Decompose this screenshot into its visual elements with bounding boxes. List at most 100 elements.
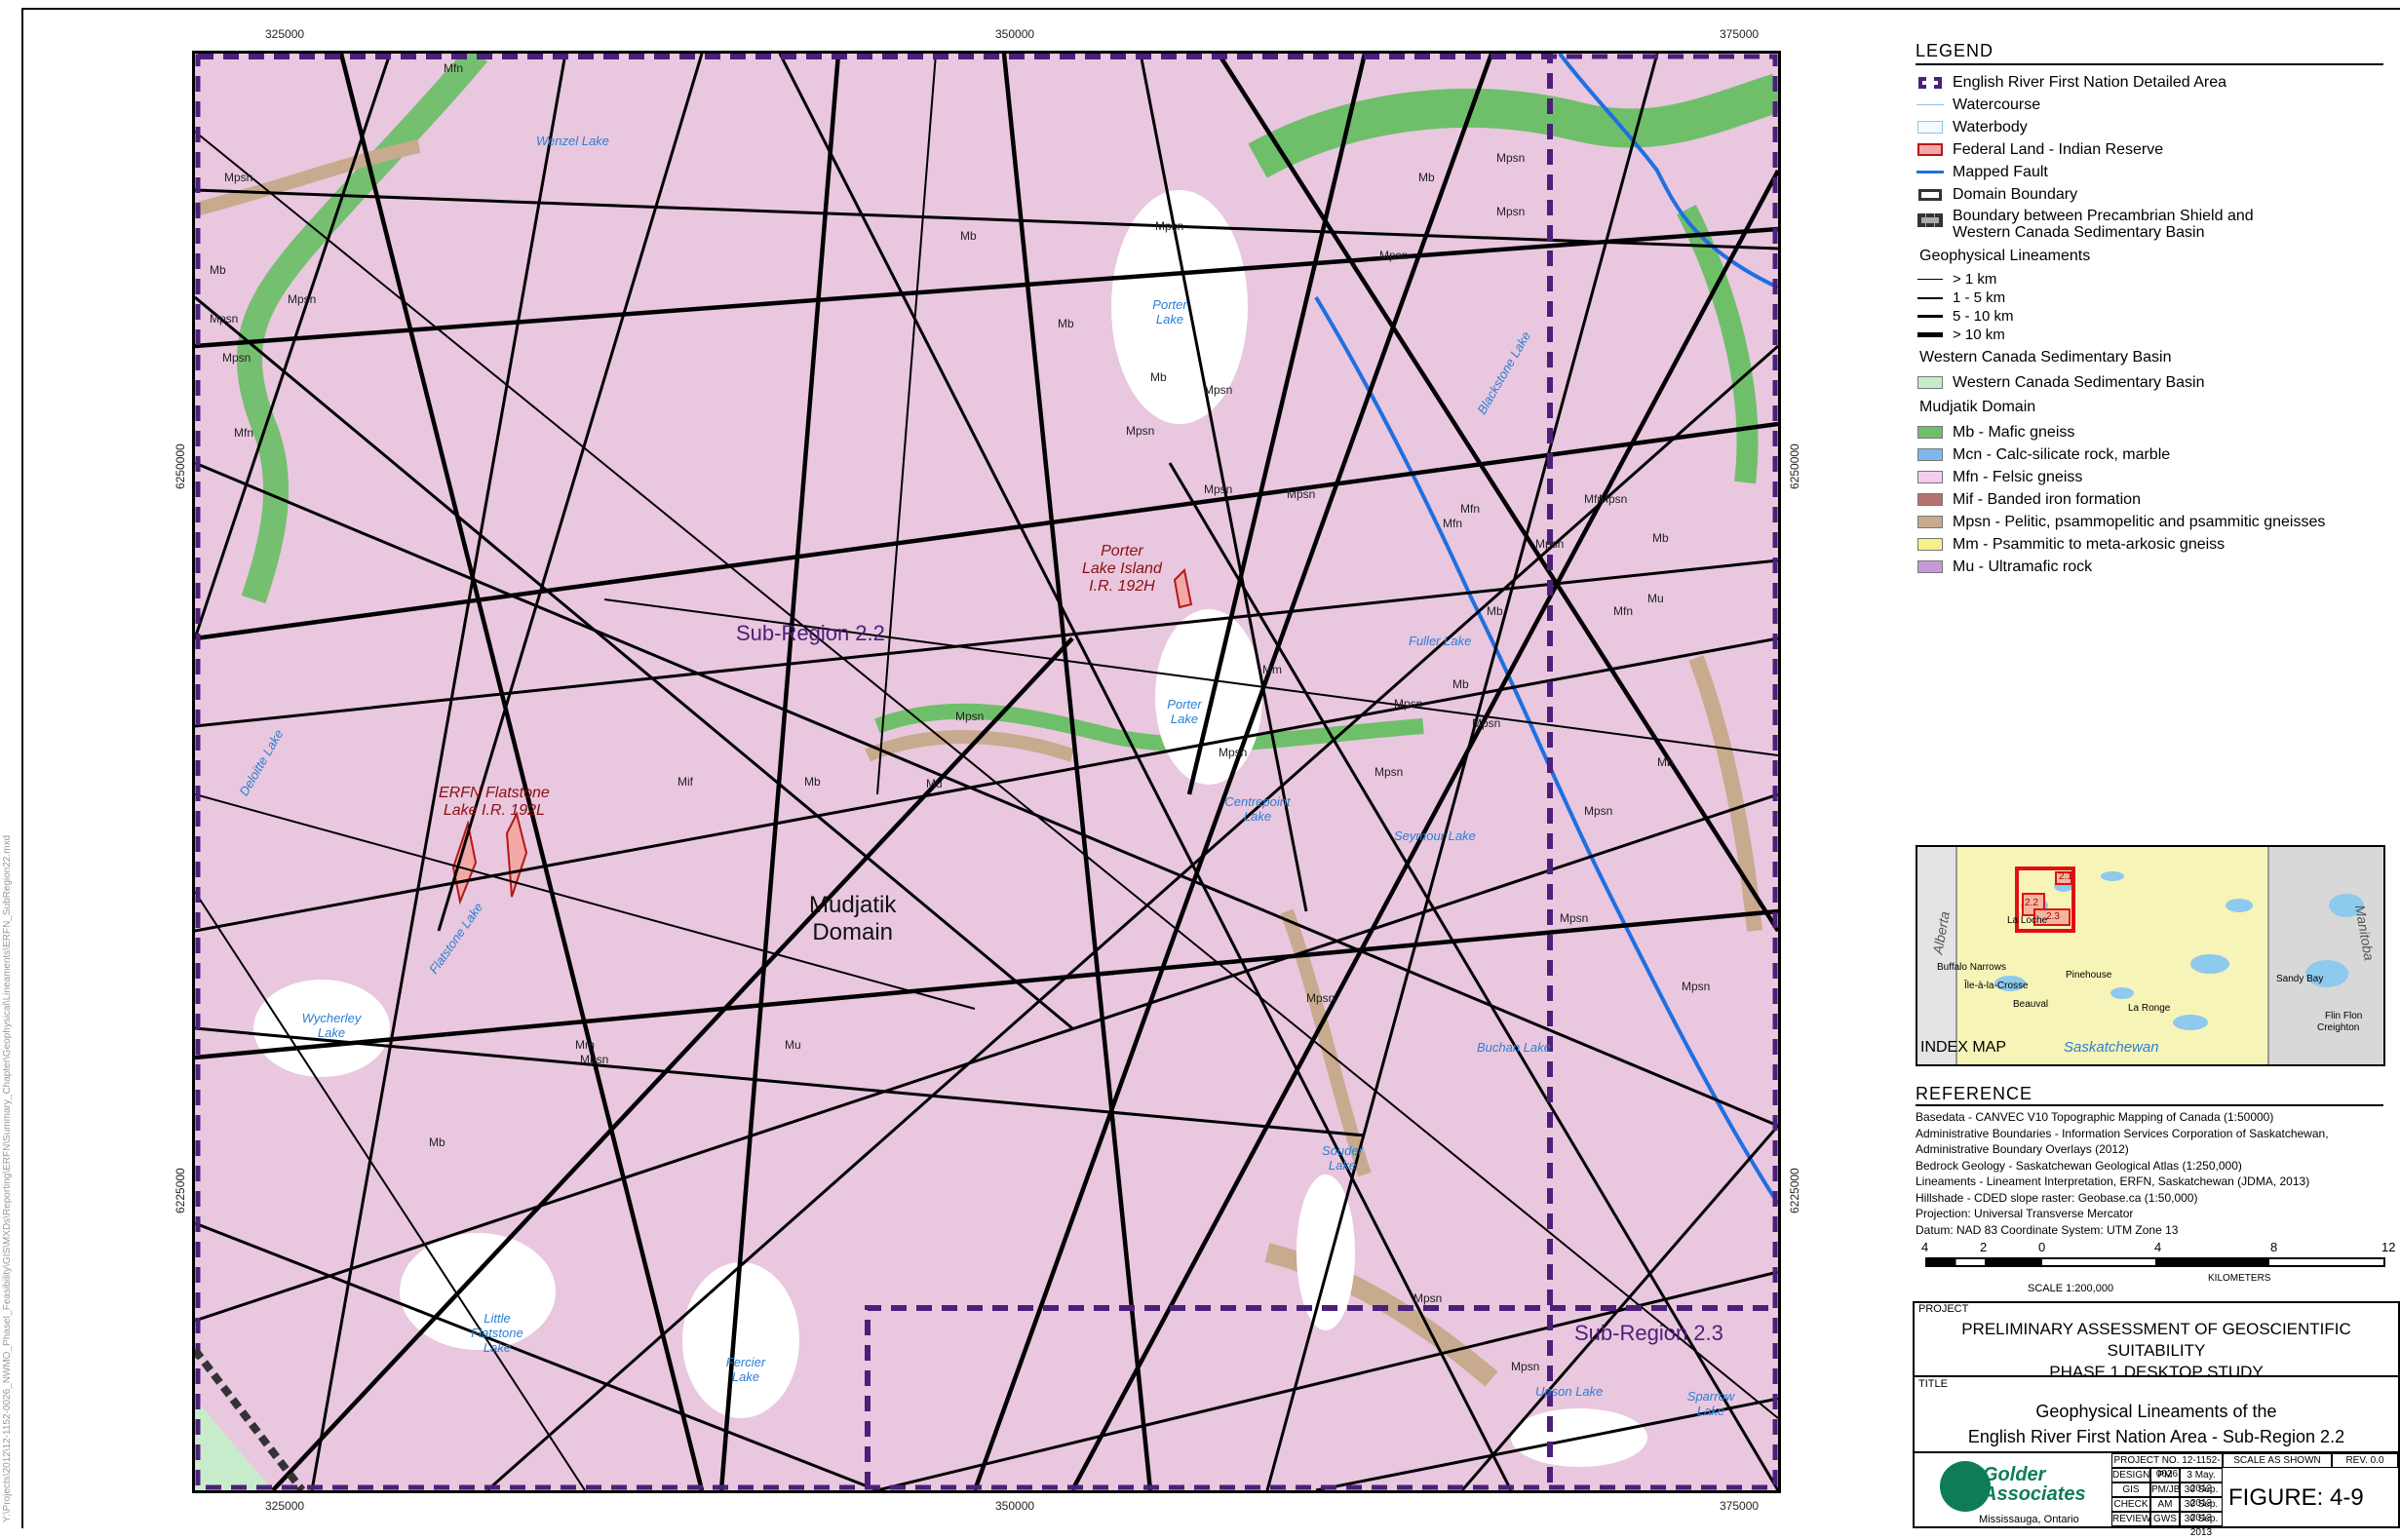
legend-label-watercourse: Watercourse xyxy=(1953,96,2041,113)
revision-label: REV. 0.0 xyxy=(2332,1453,2398,1468)
lineament-legend-list: > 1 km 1 - 5 km 5 - 10 km > 10 km xyxy=(1916,270,2393,344)
label-porter-ir-line2: Lake Island xyxy=(1082,560,1162,577)
legend-label-fault: Mapped Fault xyxy=(1953,163,2048,180)
lineament-line xyxy=(1217,54,1778,933)
pelitic-band-southcentral xyxy=(1280,908,1372,1177)
company-name-line2: Associates xyxy=(1983,1483,2086,1505)
lineament-line xyxy=(195,226,1778,349)
index-box-label-2-3: 2.3 xyxy=(2046,911,2060,922)
reference-title: REFERENCE xyxy=(1916,1084,2383,1106)
lake-label-buchan: Buchan Lake xyxy=(1477,1040,1551,1055)
label-flatstone-ir-line1: ERFN Flatstone xyxy=(439,785,550,801)
coord-left-6225000: 6225000 xyxy=(174,1168,187,1213)
figure-number: FIGURE: 4-9 xyxy=(2228,1484,2364,1511)
frame-top-line xyxy=(21,8,2400,10)
unit-swatch xyxy=(1916,493,1945,507)
geology-unit-label: Mpsn xyxy=(1560,911,1589,925)
unit-swatch xyxy=(1916,426,1945,440)
legend-item-unit-1: Mcn - Calc-silicate rock, marble xyxy=(1916,443,2393,466)
lineament-line xyxy=(437,54,704,932)
legend-heading-lineaments: Geophysical Lineaments xyxy=(1919,248,2091,264)
wcsb-swatch-holder xyxy=(1916,376,1945,390)
legend-item-unit-0: Mb - Mafic gneiss xyxy=(1916,421,2393,443)
lineament-line xyxy=(603,598,1778,756)
approval-date: 30 Sep. 2013 xyxy=(2180,1482,2223,1509)
legend-label-shield-boundary-1: Boundary between Precambrian Shield and xyxy=(1953,208,2254,224)
index-place-ile-a-la-crosse: Île-à-la-Crosse xyxy=(1964,981,2029,991)
lake-label-porter-south: Porter Lake xyxy=(1167,697,1202,726)
geology-unit-label: Mb xyxy=(1452,677,1469,691)
waterbody-souder-lake xyxy=(1297,1174,1355,1330)
index-box-2-1 xyxy=(2055,871,2072,885)
label-flatstone-ir: ERFN Flatstone Lake I.R. 192L xyxy=(439,785,550,820)
geology-unit-label: Mb xyxy=(804,775,821,789)
index-place-la-ronge: La Ronge xyxy=(2128,1003,2171,1014)
lineament-label: 5 - 10 km xyxy=(1953,308,2014,325)
legend-item-shield-boundary: Boundary between Precambrian Shield and … xyxy=(1916,206,2393,243)
watercourse-symbol xyxy=(1916,98,1945,112)
legend-heading-mudjatik: Mudjatik Domain xyxy=(1919,399,2036,415)
geology-unit-label: Mpsn xyxy=(1379,249,1409,262)
legend-item-wcsb: Western Canada Sedimentary Basin xyxy=(1916,371,2393,394)
reference-line-7: Projection: Universal Transverse Mercato… xyxy=(1916,1207,2134,1220)
legend-heading-wcsb: Western Canada Sedimentary Basin xyxy=(1919,349,2172,366)
company-name-line1: Golder xyxy=(1983,1464,2046,1485)
figure-title-line1: Geophysical Lineaments of the xyxy=(2035,1402,2277,1421)
geology-unit-label: Mif xyxy=(677,775,693,789)
geology-unit-label: Mfn xyxy=(1584,492,1605,506)
project-number: PROJECT NO. 12-1152-0026 xyxy=(2111,1453,2223,1480)
coord-right-6250000: 6250000 xyxy=(1788,443,1801,489)
geology-unit-label: Mpsn xyxy=(1584,804,1613,818)
geology-unit-label: Mpsn xyxy=(288,292,317,306)
legend-panel: LEGEND English River First Nation Detail… xyxy=(1916,41,2393,578)
lake-label-wycherley: Wycherley Lake xyxy=(301,1011,362,1040)
geology-unit-legend-list: Mb - Mafic gneiss Mcn - Calc-silicate roc… xyxy=(1916,421,2393,578)
lineament-line xyxy=(1265,54,1659,1490)
lineament-line xyxy=(195,792,1778,1323)
geology-unit-label: Mfn xyxy=(234,426,254,440)
scale-tick-2: 2 xyxy=(1980,1240,1988,1254)
unit-swatch xyxy=(1916,516,1945,529)
wcsb-corner xyxy=(195,1399,273,1490)
legend-title: LEGEND xyxy=(1916,41,2383,65)
legend-item-unit-5: Mm - Psammitic to meta-arkosic gneiss xyxy=(1916,533,2393,556)
label-mudjatik-domain: Mudjatik Domain xyxy=(809,892,896,946)
index-map[interactable]: 2.1 2.2 2.3 La Loche Buffalo Narrows Île… xyxy=(1916,845,2385,1066)
legend-item-reserve: Federal Land - Indian Reserve xyxy=(1916,138,2393,161)
project-caption: PROJECT xyxy=(1918,1303,1969,1315)
lineament-line xyxy=(195,891,586,1490)
shield-boundary xyxy=(195,1347,306,1490)
mafic-band-west xyxy=(236,54,487,604)
unit-swatch xyxy=(1916,560,1945,574)
map-graphics xyxy=(195,54,1778,1490)
unit-label: Mu - Ultramafic rock xyxy=(1953,558,2093,575)
legend-label-wcsb: Western Canada Sedimentary Basin xyxy=(1953,373,2205,391)
waterbody-little-flatstone xyxy=(400,1233,556,1350)
approval-role: CHECK xyxy=(2111,1497,2150,1512)
geology-map[interactable]: Sub-Region 2.2 Sub-Region 2.3 Mudjatik D… xyxy=(192,51,1781,1493)
index-extent-box xyxy=(2015,866,2075,933)
approval-initials: PM xyxy=(2150,1468,2180,1482)
reference-line-6: Hillshade - CDED slope raster: Geobase.c… xyxy=(1916,1190,2198,1205)
frame-left-line xyxy=(21,8,23,1528)
lineament-symbol xyxy=(1916,310,1945,324)
wcsb-swatch xyxy=(1917,376,1943,389)
lake-label-souder: Souder Lake xyxy=(1322,1143,1363,1173)
unit-swatch xyxy=(1916,448,1945,462)
pelitic-band-central xyxy=(865,730,1075,762)
lake-label-little-flatstone: Little Flatstone Lake xyxy=(471,1311,523,1355)
figure-title: Geophysical Lineaments of the English Ri… xyxy=(1913,1399,2400,1449)
geology-unit-label: Mb xyxy=(1652,531,1669,545)
unit-swatch xyxy=(1916,471,1945,484)
lineament-line xyxy=(195,636,1778,933)
reference-line-2: Administrative Boundaries - Information … xyxy=(1916,1126,2329,1140)
geology-unit-label: Mb xyxy=(960,229,977,243)
unit-label: Mcn - Calc-silicate rock, marble xyxy=(1953,445,2171,463)
geology-unit-label: Mpsn xyxy=(222,351,252,365)
reserve-symbol xyxy=(1916,143,1945,157)
approval-initials: PM/JB xyxy=(2150,1482,2181,1497)
lineament-line xyxy=(271,636,1074,1490)
domain-boundary-symbol xyxy=(1916,188,1945,202)
geology-unit-label: Mpsn xyxy=(1306,991,1335,1005)
coord-top-325000: 325000 xyxy=(265,27,305,41)
